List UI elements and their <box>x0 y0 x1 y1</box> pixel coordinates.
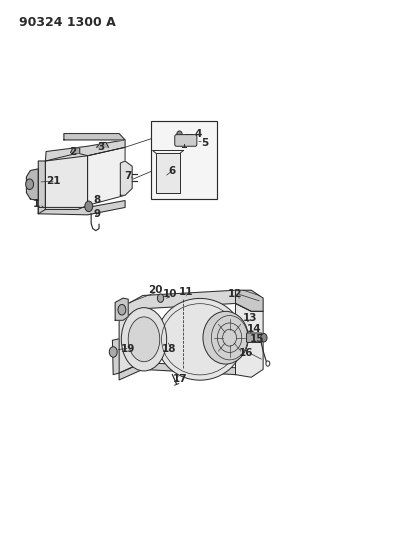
Polygon shape <box>45 153 88 209</box>
Circle shape <box>158 294 164 302</box>
Ellipse shape <box>121 308 167 371</box>
Text: 17: 17 <box>173 374 188 384</box>
Text: 20: 20 <box>148 285 163 295</box>
Bar <box>156 153 180 192</box>
Circle shape <box>85 201 93 212</box>
Polygon shape <box>45 140 125 161</box>
Polygon shape <box>119 290 251 319</box>
Text: 90324 1300 A: 90324 1300 A <box>18 16 115 29</box>
Text: 12: 12 <box>228 289 243 300</box>
Text: 11: 11 <box>179 287 194 297</box>
Polygon shape <box>236 303 263 377</box>
Polygon shape <box>115 298 128 320</box>
Text: 10: 10 <box>163 289 178 300</box>
Text: 8: 8 <box>93 195 100 205</box>
Text: 14: 14 <box>247 324 262 334</box>
Polygon shape <box>38 161 45 214</box>
Text: 9: 9 <box>93 209 100 219</box>
Text: 18: 18 <box>162 344 176 354</box>
FancyBboxPatch shape <box>175 135 197 146</box>
Ellipse shape <box>157 298 243 380</box>
Polygon shape <box>38 200 125 215</box>
Polygon shape <box>64 134 125 140</box>
Text: 19: 19 <box>121 344 135 354</box>
FancyBboxPatch shape <box>246 333 262 342</box>
Text: 5: 5 <box>202 138 209 148</box>
Circle shape <box>177 131 182 139</box>
Polygon shape <box>119 362 236 380</box>
Ellipse shape <box>128 317 160 362</box>
Text: 3: 3 <box>97 142 104 152</box>
Text: 6: 6 <box>169 166 176 175</box>
Circle shape <box>109 346 117 357</box>
Text: 1: 1 <box>33 199 40 209</box>
Circle shape <box>26 179 34 190</box>
Text: 7: 7 <box>124 171 132 181</box>
Polygon shape <box>236 290 263 311</box>
Polygon shape <box>97 142 108 147</box>
Circle shape <box>118 304 126 315</box>
Circle shape <box>261 334 267 342</box>
Polygon shape <box>112 339 119 375</box>
Polygon shape <box>88 147 125 205</box>
Text: 13: 13 <box>243 313 258 323</box>
Polygon shape <box>120 161 132 195</box>
Polygon shape <box>26 169 38 200</box>
Text: 2: 2 <box>69 147 77 157</box>
Text: 15: 15 <box>250 334 264 344</box>
Bar <box>151 121 217 199</box>
Text: 16: 16 <box>239 348 254 358</box>
Text: 21: 21 <box>46 176 60 186</box>
Ellipse shape <box>203 311 248 364</box>
Polygon shape <box>71 148 80 152</box>
Text: 4: 4 <box>194 128 202 139</box>
Polygon shape <box>119 309 143 373</box>
